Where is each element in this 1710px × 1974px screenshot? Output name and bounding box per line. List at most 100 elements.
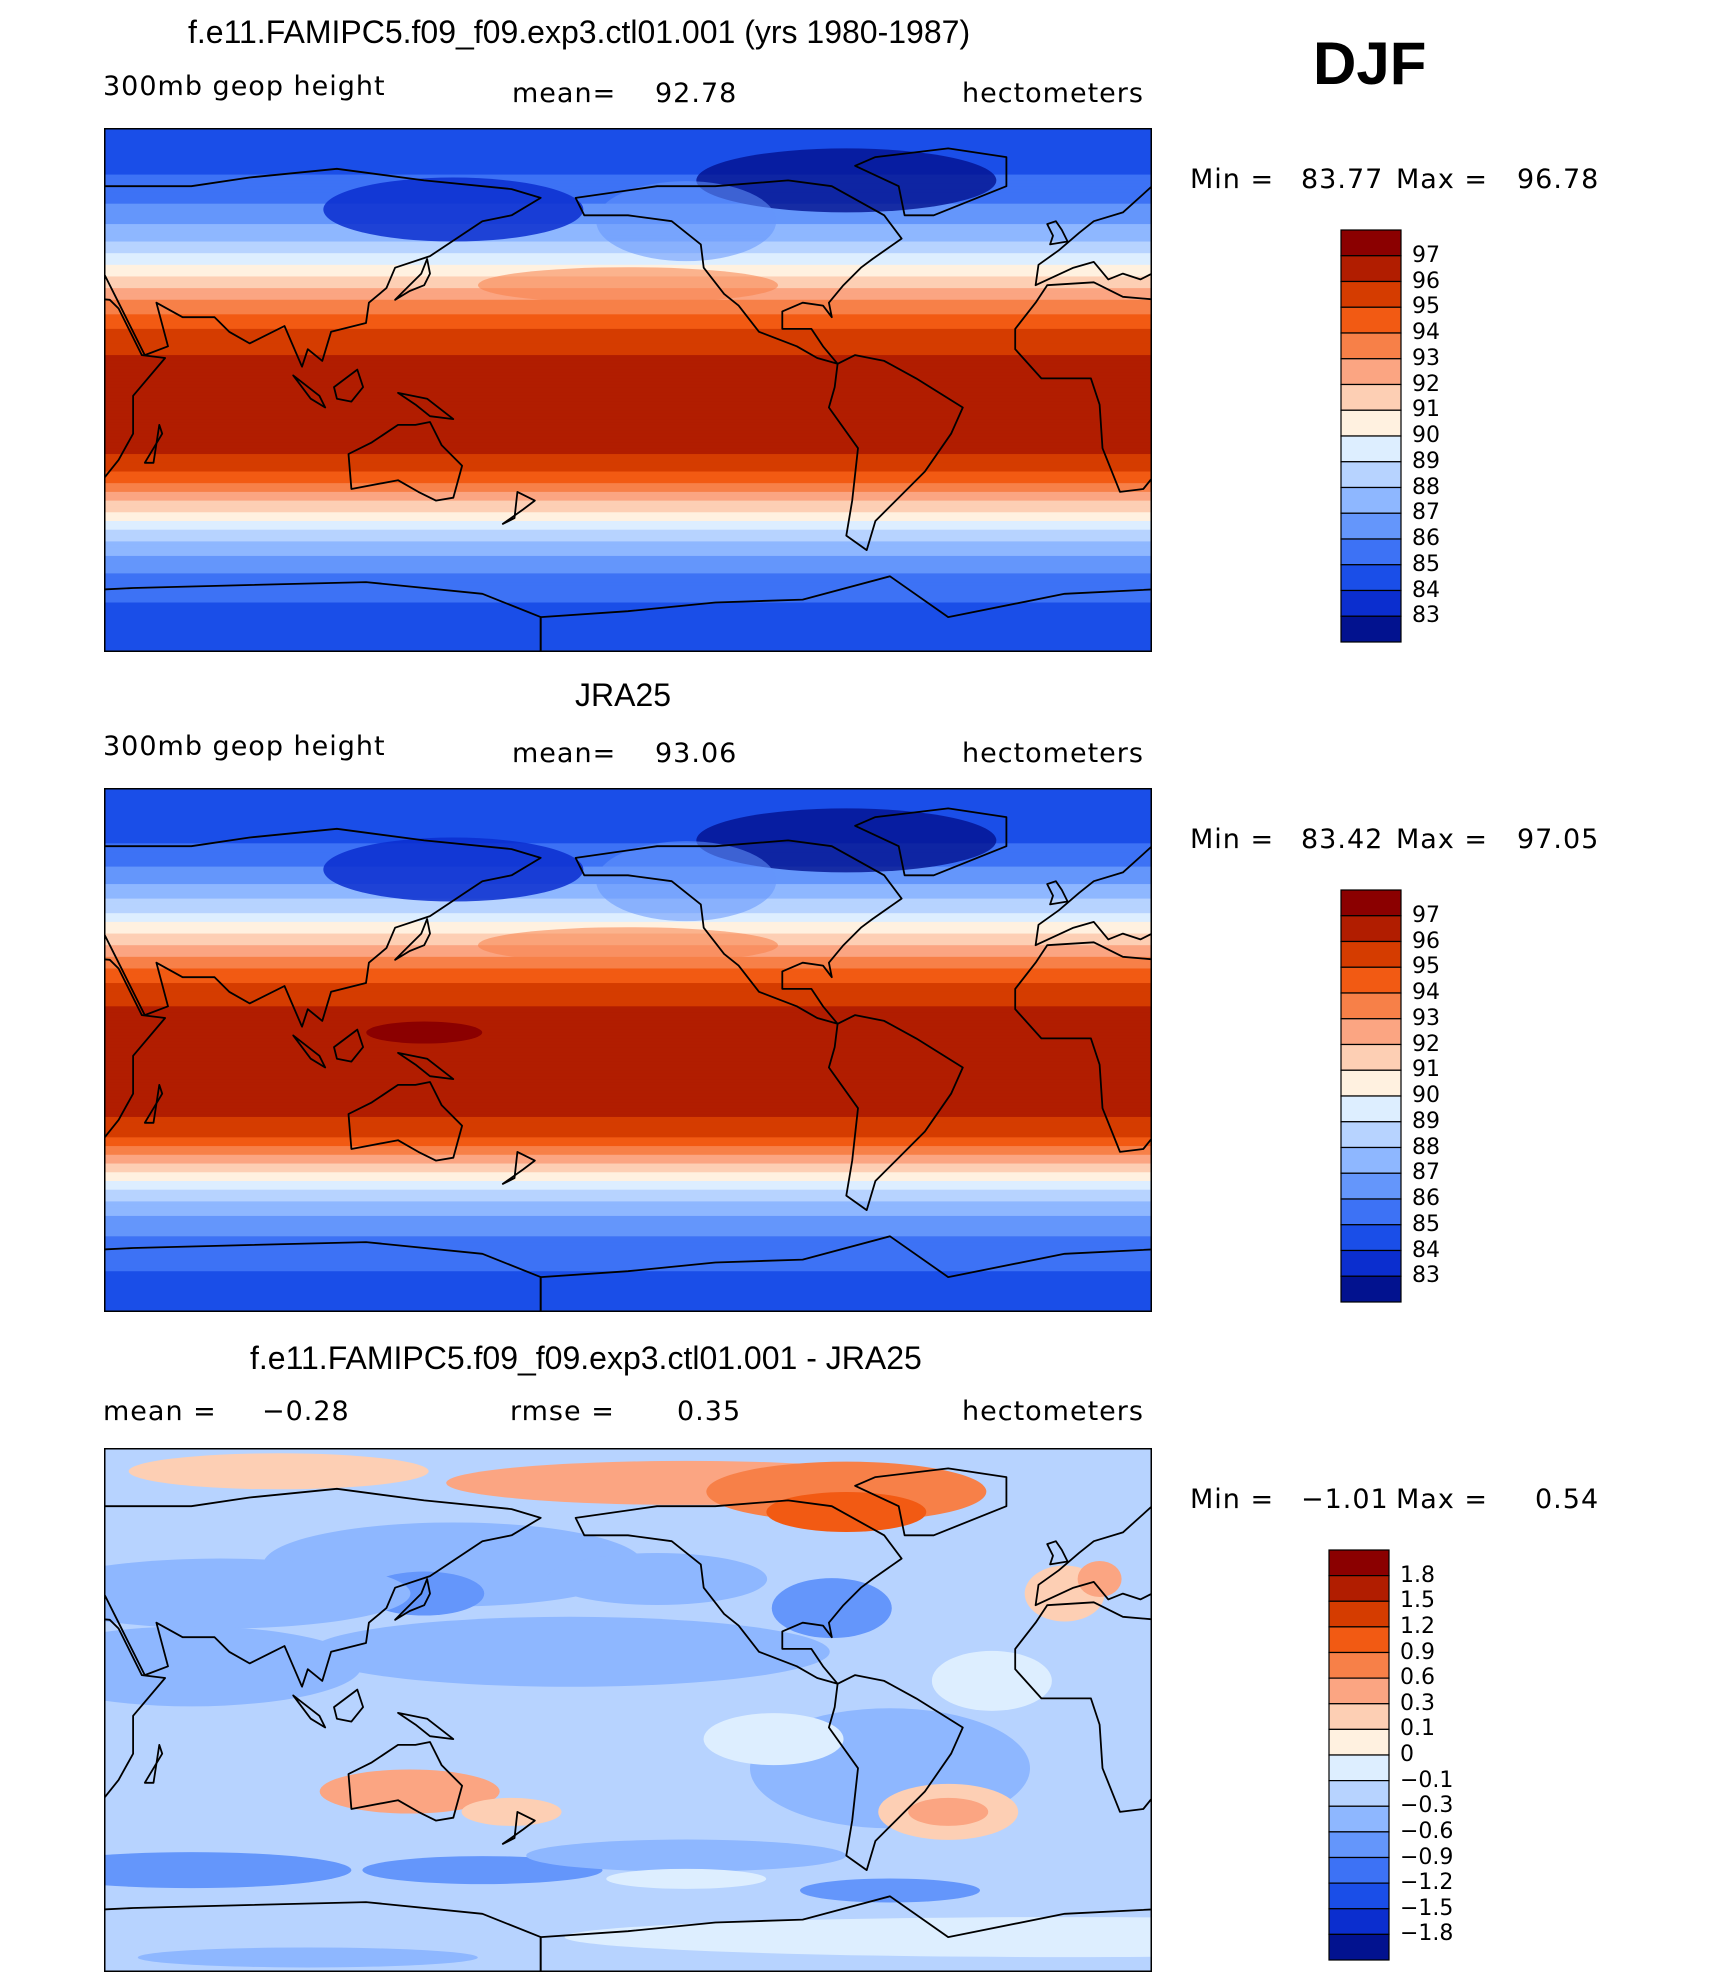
field-band <box>104 1218 1152 1223</box>
field-band <box>104 448 1152 452</box>
field-band <box>104 799 1152 804</box>
coastline <box>143 1743 164 1784</box>
colorbar-2-swatch <box>1340 1172 1402 1200</box>
field-band <box>104 1070 1152 1074</box>
jet-pacific <box>478 267 778 304</box>
field-band <box>104 538 1152 542</box>
field-band <box>104 366 1152 371</box>
field-band <box>104 1239 1152 1243</box>
field-band <box>104 1143 1152 1147</box>
field-band <box>104 1087 1152 1092</box>
field-band <box>104 1052 1152 1057</box>
panel-3-map <box>104 1448 1152 1972</box>
colorbar-2-swatch <box>1340 1275 1402 1303</box>
field-band <box>104 1055 1152 1060</box>
colorbar-2-tick-label: 85 <box>1412 1211 1440 1237</box>
field-band <box>104 910 1152 914</box>
coastline <box>854 147 1008 217</box>
field-band <box>104 136 1152 141</box>
panel-2-variable: 300mb geop height <box>103 731 386 762</box>
field-band <box>104 186 1152 190</box>
field-band <box>104 628 1152 633</box>
coastline <box>1046 1540 1069 1566</box>
field-band <box>104 142 1152 147</box>
diff-anomaly <box>703 1713 844 1766</box>
field-band <box>104 1183 1152 1188</box>
field-band <box>104 1265 1152 1269</box>
diff-anomaly <box>526 1839 847 1872</box>
field-band <box>104 1026 1152 1031</box>
coastline <box>347 1081 464 1162</box>
field-band <box>104 977 1152 981</box>
field-band <box>104 1169 1152 1173</box>
colorbar-3-swatch <box>1328 1728 1390 1756</box>
field-band <box>104 843 1152 847</box>
field-band <box>104 157 1152 161</box>
field-band <box>104 512 1152 516</box>
coastline <box>104 298 166 480</box>
field-band <box>104 398 1152 403</box>
field-band <box>104 1300 1152 1304</box>
field-band <box>104 433 1152 438</box>
field-band <box>104 392 1152 397</box>
coastline <box>394 1578 431 1621</box>
field-band <box>104 805 1152 809</box>
field-band <box>104 1198 1152 1202</box>
field-band <box>104 1294 1152 1299</box>
field-band <box>104 965 1152 970</box>
colorbar-2-tick-label: 92 <box>1412 1031 1440 1057</box>
field-band <box>104 567 1152 572</box>
field-band <box>104 168 1152 173</box>
field-band <box>104 357 1152 362</box>
field-band <box>104 550 1152 554</box>
field-band <box>104 547 1152 551</box>
colorbar-1-swatch <box>1340 589 1402 617</box>
panel-3-rmse-label: rmse = <box>510 1396 615 1427</box>
diff-anomaly <box>128 1453 429 1490</box>
field-band <box>104 582 1152 586</box>
coastline <box>397 1051 455 1081</box>
diff-anomaly <box>362 1856 603 1885</box>
field-band <box>104 320 1152 324</box>
field-band <box>104 422 1152 426</box>
field-band <box>104 1178 1152 1182</box>
field-band <box>104 378 1152 382</box>
field-band <box>104 503 1152 508</box>
field-band <box>104 1253 1152 1258</box>
colorbar-1-tick-label: 96 <box>1412 268 1440 294</box>
field-band <box>104 1242 1152 1246</box>
field-band <box>104 349 1152 353</box>
field-band <box>104 410 1152 414</box>
field-band <box>104 968 1152 972</box>
colorbar-2-swatch <box>1340 889 1402 917</box>
field-band <box>104 985 1152 990</box>
field-band <box>104 1079 1152 1083</box>
field-band <box>104 971 1152 975</box>
coastline <box>539 1235 1152 1312</box>
field-band <box>104 445 1152 449</box>
field-band <box>104 1210 1152 1214</box>
colorbar-3-swatch <box>1328 1575 1390 1602</box>
field-band <box>104 1192 1152 1197</box>
field-band <box>104 1271 1152 1275</box>
field-band <box>104 1154 1152 1159</box>
colorbar-3-tick-label: 1.5 <box>1400 1588 1435 1614</box>
colorbar-2-tick-label: 93 <box>1412 1005 1440 1031</box>
trough-america <box>696 808 997 873</box>
field-band <box>104 611 1152 615</box>
field-band <box>104 439 1152 443</box>
colorbar-1-swatch <box>1340 486 1402 514</box>
coastline <box>539 575 1152 652</box>
field-band <box>104 521 1152 525</box>
field-band <box>104 317 1152 321</box>
field-band <box>104 529 1152 534</box>
field-band <box>104 991 1152 996</box>
colorbar-1-tick-label: 86 <box>1412 526 1440 551</box>
field-band <box>104 1160 1152 1165</box>
coastline <box>574 179 903 365</box>
field-band <box>104 337 1152 342</box>
field-band <box>104 483 1152 487</box>
field-band <box>104 340 1152 345</box>
field-band <box>104 526 1152 531</box>
field-band <box>104 1114 1152 1118</box>
